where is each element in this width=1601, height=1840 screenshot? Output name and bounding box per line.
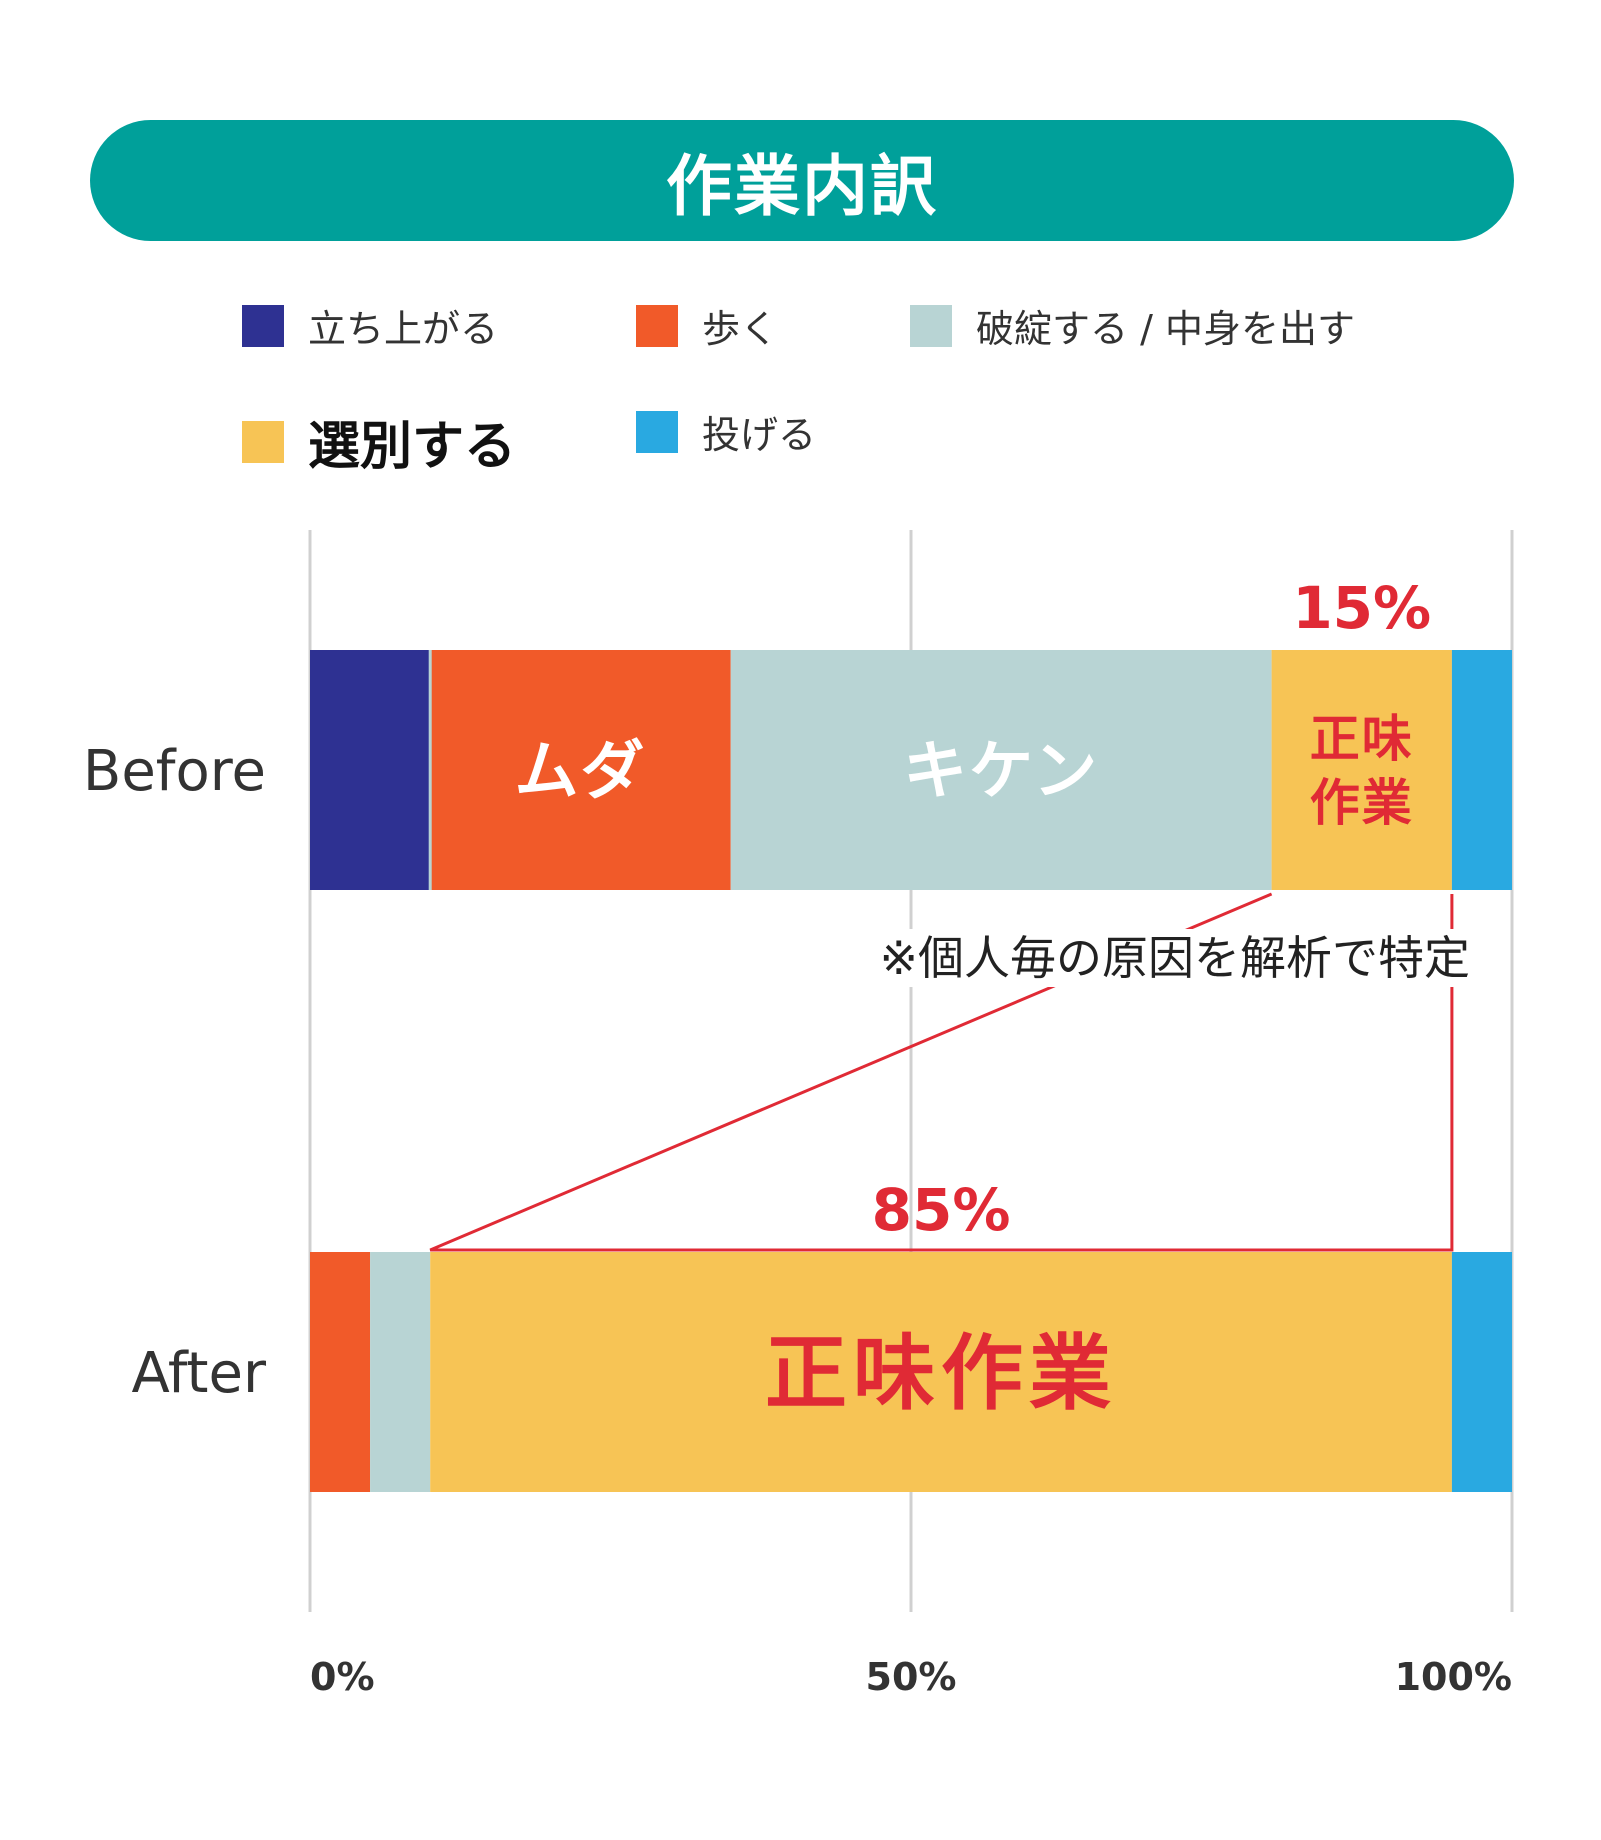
x-tick-label: 0% [310,1655,375,1699]
bar-segment [1451,1252,1512,1492]
legend-swatch [242,304,284,347]
legend-item: 歩く [636,298,778,353]
legend-item: 投げる [636,404,816,459]
legend-label: 破綻する / 中身を出す [976,307,1355,351]
bar-segment [1451,650,1512,890]
annotation-background [873,929,1476,987]
annotation: ※個人毎の原因を解析で特定 [879,931,1470,985]
legend-swatch [636,304,678,347]
segment-label: 作業 [1310,774,1414,832]
legend-item: 立ち上がる [242,298,498,353]
legend-label: 投げる [702,413,817,457]
bar-segment [1271,650,1452,890]
x-tick-label: 50% [866,1655,957,1699]
bar-segment [310,650,431,890]
legend-swatch [242,420,284,463]
segment-label: ムダ [514,735,646,809]
legend-item: 破綻する / 中身を出す [910,298,1355,353]
legend-label: 選別する [308,417,517,477]
legend-swatch [910,304,952,347]
legend-item: 選別する [242,404,516,479]
segment-label: 正味作業 [765,1327,1117,1422]
bar-segment [430,650,731,890]
category-label: Before [83,739,266,804]
value-label: 85% [872,1176,1011,1244]
category-label: After [132,1341,267,1406]
value-label: 15% [1292,574,1431,642]
bar-segment [310,1252,371,1492]
legend-swatch [636,410,678,453]
segment-label: 正味 [1310,710,1414,768]
bar-segment [430,1252,1452,1492]
connector-line [429,892,1454,1252]
legend-label: 立ち上がる [308,307,499,351]
bar-segment [730,650,1272,890]
legend-label: 歩く [702,307,779,351]
x-tick-label: 100% [1395,1655,1512,1699]
bar-segment [370,1252,431,1492]
segment-label: キケン [903,735,1099,809]
chart-title: 作業内訳 [90,120,1514,241]
